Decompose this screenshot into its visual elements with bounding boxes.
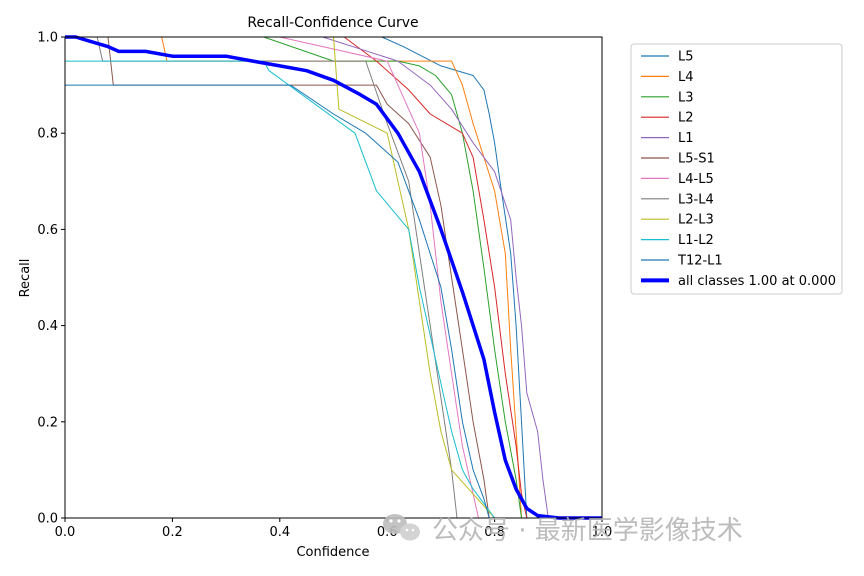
series-line-9 — [65, 60, 602, 519]
legend-label: L4 — [678, 70, 694, 85]
series-line-8 — [65, 36, 602, 519]
legend-label: L5-S1 — [678, 152, 715, 167]
x-tick-label: 0.2 — [162, 525, 183, 540]
x-tick-label: 1.0 — [592, 525, 613, 540]
x-tick-label: 0.0 — [55, 525, 76, 540]
legend-label: L2 — [678, 111, 694, 126]
chart-title: Recall-Confidence Curve — [247, 15, 418, 31]
legend-label: L1-L2 — [678, 233, 714, 248]
legend-label: all classes 1.00 at 0.000 — [678, 274, 836, 289]
x-tick-label: 0.8 — [484, 525, 505, 540]
legend: L5 L4 L3 L2 L1 L5-S1 L4-L5 L3-L4 L2-L3 L1-L2 T12-L… — [630, 43, 843, 295]
y-tick-label: 0.2 — [37, 415, 58, 430]
legend-label: L3 — [678, 90, 694, 105]
plot-frame — [64, 36, 603, 519]
series-line-11 — [65, 35, 602, 520]
series-line-3 — [65, 36, 602, 519]
series-line-7 — [65, 36, 602, 519]
series-line-4 — [65, 36, 602, 519]
series-line-10 — [65, 84, 602, 519]
y-axis-label: Recall — [18, 259, 33, 298]
legend-label: L1 — [678, 131, 694, 146]
series-line-0 — [65, 36, 602, 519]
legend-label: L5 — [678, 50, 694, 65]
legend-label: L2-L3 — [678, 213, 714, 228]
x-tick-label: 0.4 — [269, 525, 290, 540]
y-tick-label: 1.0 — [37, 31, 58, 46]
x-axis-label: Confidence — [296, 545, 369, 560]
legend-box — [630, 43, 843, 295]
y-tick-label: 0.4 — [37, 319, 58, 334]
legend-label: L3-L4 — [678, 192, 714, 207]
y-tick-label: 0.8 — [37, 127, 58, 142]
legend-label: L4-L5 — [678, 172, 714, 187]
watermark: 公众号 · 最新医学影像技术 — [383, 514, 743, 546]
y-tick-label: 0.6 — [37, 223, 58, 238]
legend-label: T12-L1 — [677, 254, 723, 269]
watermark-text: 公众号 · 最新医学影像技术 — [432, 516, 743, 546]
series-line-6 — [65, 36, 602, 519]
wechat-icon — [383, 514, 420, 541]
y-tick-label: 0.0 — [37, 512, 58, 527]
plot-lines — [65, 35, 602, 520]
